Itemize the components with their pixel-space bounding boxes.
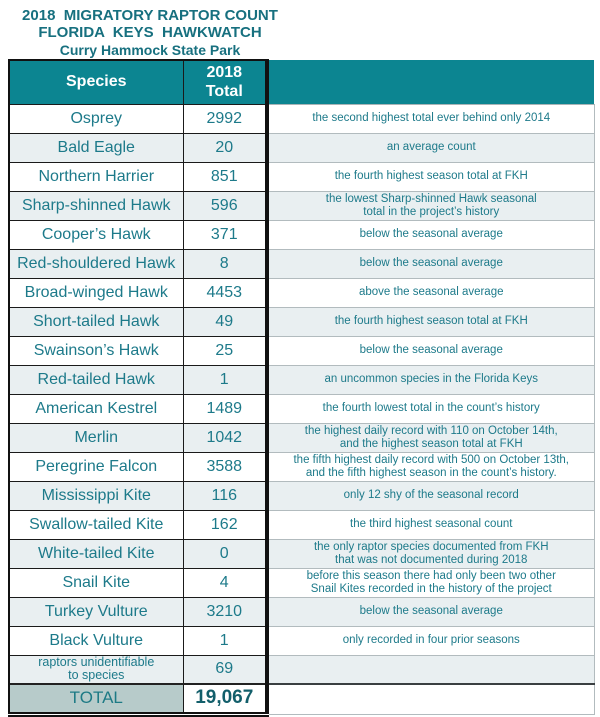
species-column-header: Species — [8, 59, 184, 105]
table-row: Mississippi Kite 116 only 12 shy of the … — [8, 480, 595, 511]
table-row: Red-shouldered Hawk 8 below the seasonal… — [8, 248, 595, 279]
species-cell: Snail Kite — [8, 567, 184, 598]
total-label: TOTAL — [8, 683, 184, 717]
total-cell: 1042 — [182, 422, 269, 453]
species-cell: Cooper’s Hawk — [8, 219, 184, 250]
species-cell: Peregrine Falcon — [8, 451, 184, 482]
note-cell: the second highest total ever behind onl… — [266, 103, 595, 134]
total-cell: 1 — [182, 625, 269, 656]
notes-column-header — [267, 60, 594, 105]
title-line-3: Curry Hammock State Park — [59, 42, 241, 58]
total-cell: 20 — [182, 132, 269, 163]
total-cell: 3210 — [182, 596, 269, 627]
species-cell: Mississippi Kite — [8, 480, 184, 511]
species-cell: Swainson’s Hawk — [8, 335, 184, 366]
note-cell: below the seasonal average — [266, 335, 595, 366]
note-cell: the fourth highest season total at FKH — [266, 306, 595, 337]
species-cell: Short-tailed Hawk — [8, 306, 184, 337]
species-cell: Red-shouldered Hawk — [8, 248, 184, 279]
note-cell: an average count — [266, 132, 595, 163]
species-cell: Broad-winged Hawk — [8, 277, 184, 308]
note-cell: below the seasonal average — [266, 219, 595, 250]
species-cell: Sharp-shinned Hawk — [8, 190, 184, 221]
note-cell: only 12 shy of the seasonal record — [266, 480, 595, 511]
table-row: Short-tailed Hawk 49 the fourth highest … — [8, 306, 595, 337]
grand-total-value: 19,067 — [182, 683, 269, 717]
total-cell: 596 — [182, 190, 269, 221]
species-cell: Merlin — [8, 422, 184, 453]
table-row: Northern Harrier 851 the fourth highest … — [8, 161, 595, 192]
total-cell: 25 — [182, 335, 269, 366]
total-cell: 162 — [182, 509, 269, 540]
species-cell: raptors unidentifiable to species — [8, 654, 184, 685]
total-cell: 0 — [182, 538, 269, 569]
page-title: 2018 MIGRATORY RAPTOR COUNT FLORIDA KEYS… — [0, 0, 300, 59]
table-row: Peregrine Falcon 3588 the fifth highest … — [8, 451, 595, 482]
total-row: TOTAL 19,067 — [8, 683, 595, 717]
table-row: Turkey Vulture 3210 below the seasonal a… — [8, 596, 595, 627]
table-row: Swainson’s Hawk 25 below the seasonal av… — [8, 335, 595, 366]
header-row: Species 2018 Total — [8, 59, 594, 105]
total-cell: 851 — [182, 161, 269, 192]
note-cell — [266, 654, 595, 685]
table-row: Broad-winged Hawk 4453 above the seasona… — [8, 277, 595, 308]
note-cell: the highest daily record with 110 on Oct… — [266, 422, 595, 453]
table-row: raptors unidentifiable to species 69 — [8, 654, 595, 685]
total-cell: 2992 — [182, 103, 269, 134]
table-row: American Kestrel 1489 the fourth lowest … — [8, 393, 595, 424]
note-cell: only recorded in four prior seasons — [266, 625, 595, 656]
species-cell: Osprey — [8, 103, 184, 134]
total-cell: 116 — [182, 480, 269, 511]
note-cell: the third highest seasonal count — [266, 509, 595, 540]
note-cell: above the seasonal average — [266, 277, 595, 308]
title-line-2: FLORIDA KEYS HAWKWATCH — [38, 24, 262, 41]
total-cell: 1489 — [182, 393, 269, 424]
species-cell: Swallow-tailed Kite — [8, 509, 184, 540]
species-cell: Bald Eagle — [8, 132, 184, 163]
table-row: Merlin 1042 the highest daily record wit… — [8, 422, 595, 453]
total-cell: 4453 — [182, 277, 269, 308]
note-cell: the only raptor species documented from … — [266, 538, 595, 569]
species-cell: Northern Harrier — [8, 161, 184, 192]
species-cell: Black Vulture — [8, 625, 184, 656]
note-cell: before this season there had only been t… — [266, 567, 595, 598]
table-row: Swallow-tailed Kite 162 the third highes… — [8, 509, 595, 540]
note-cell: below the seasonal average — [266, 596, 595, 627]
species-cell: Red-tailed Hawk — [8, 364, 184, 395]
table-row: Red-tailed Hawk 1 an uncommon species in… — [8, 364, 595, 395]
title-line-1: 2018 MIGRATORY RAPTOR COUNT — [22, 7, 278, 24]
note-cell: the fourth highest season total at FKH — [266, 161, 595, 192]
total-cell: 8 — [182, 248, 269, 279]
species-cell: Turkey Vulture — [8, 596, 184, 627]
table-row: Bald Eagle 20 an average count — [8, 132, 595, 163]
total-cell: 3588 — [182, 451, 269, 482]
total-cell: 371 — [182, 219, 269, 250]
total-cell: 4 — [182, 567, 269, 598]
species-cell: White-tailed Kite — [8, 538, 184, 569]
note-cell: an uncommon species in the Florida Keys — [266, 364, 595, 395]
total-cell: 49 — [182, 306, 269, 337]
note-cell: the fifth highest daily record with 500 … — [266, 451, 595, 482]
total-column-header: 2018 Total — [182, 59, 269, 105]
note-cell: the fourth lowest total in the count’s h… — [266, 393, 595, 424]
species-cell: American Kestrel — [8, 393, 184, 424]
table-row: Black Vulture 1 only recorded in four pr… — [8, 625, 595, 656]
table-row: Cooper’s Hawk 371 below the seasonal ave… — [8, 219, 595, 250]
table-row: Snail Kite 4 before this season there ha… — [8, 567, 595, 598]
note-cell: the lowest Sharp-shinned Hawk seasonal t… — [266, 190, 595, 221]
raptor-count-table: Species 2018 Total Osprey 2992 the secon… — [8, 59, 595, 717]
table-row: Sharp-shinned Hawk 596 the lowest Sharp-… — [8, 190, 595, 221]
table-row: White-tailed Kite 0 the only raptor spec… — [8, 538, 595, 569]
total-cell: 1 — [182, 364, 269, 395]
total-cell: 69 — [182, 654, 269, 685]
table-row: Osprey 2992 the second highest total eve… — [8, 103, 595, 134]
total-note-cell — [266, 683, 595, 715]
note-cell: below the seasonal average — [266, 248, 595, 279]
